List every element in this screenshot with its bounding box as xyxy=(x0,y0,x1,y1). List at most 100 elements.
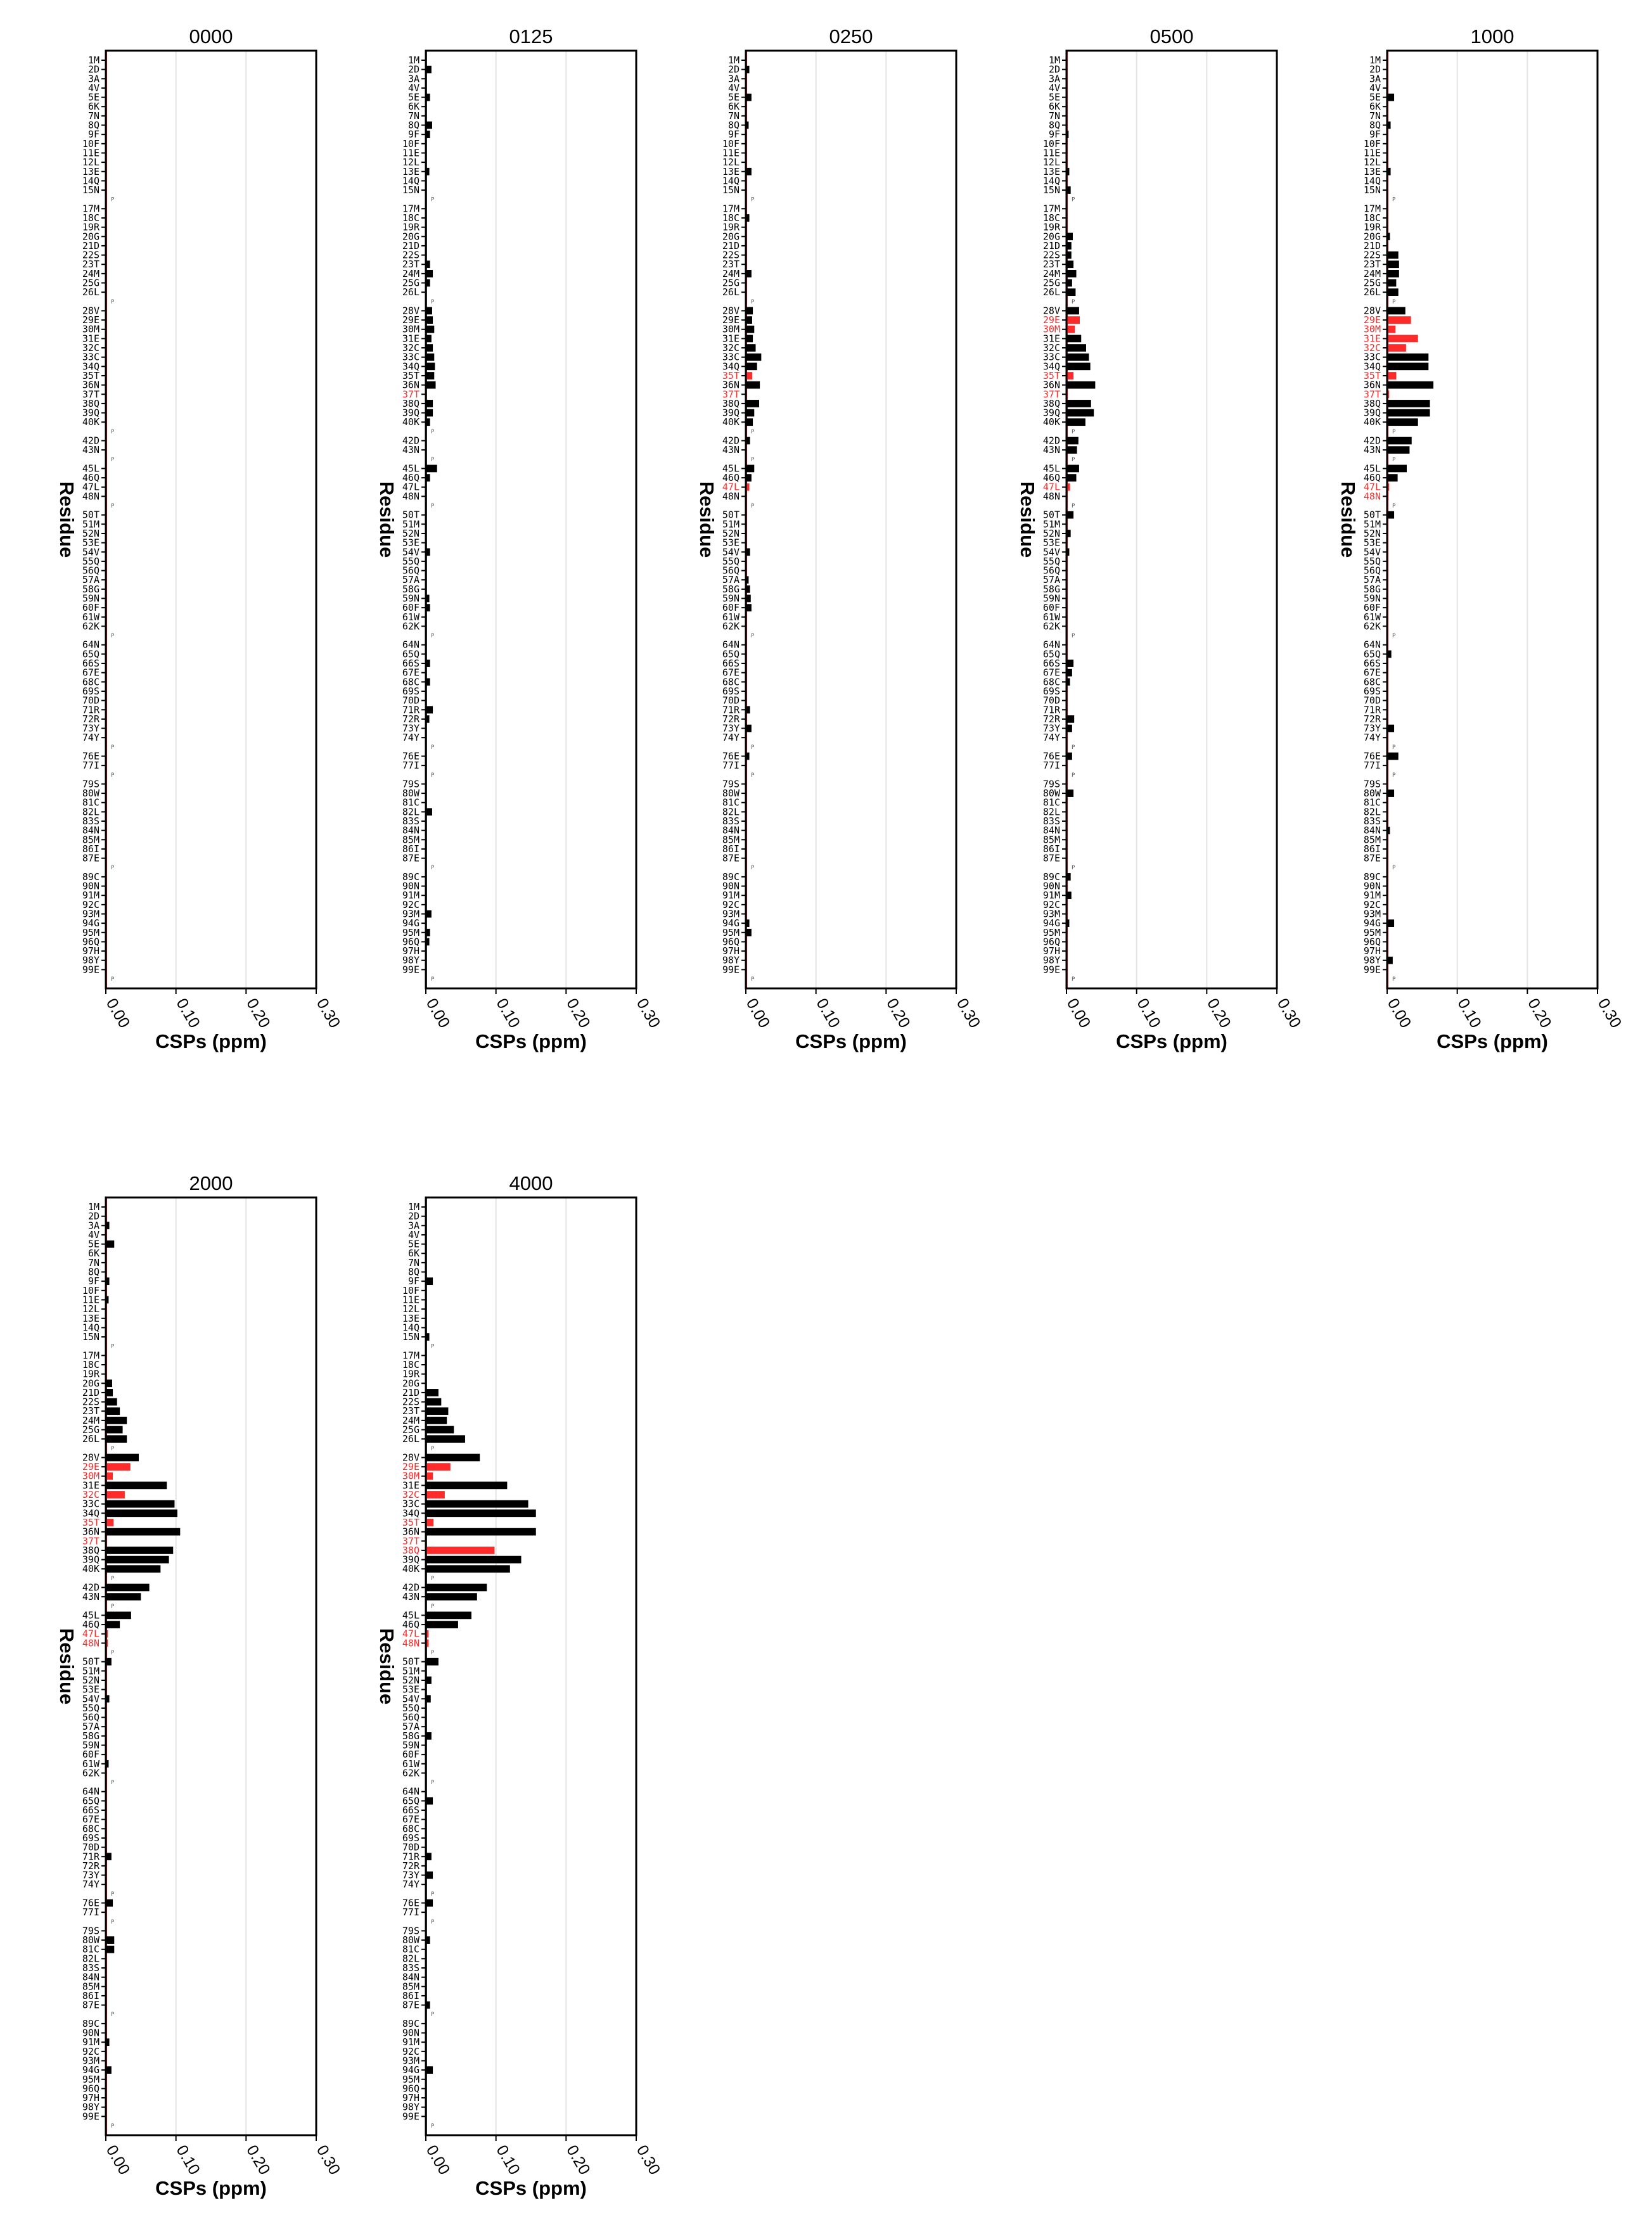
residue-label: 86I xyxy=(722,843,740,855)
bar-42D xyxy=(426,1583,487,1592)
residue-label: 2D xyxy=(728,64,740,75)
residue-label: 20G xyxy=(1364,231,1381,242)
bar-5E xyxy=(746,93,752,101)
bar-50T xyxy=(106,1657,112,1666)
residue-label: 53E xyxy=(82,1684,99,1695)
residue-label: 52N xyxy=(722,528,740,539)
residue-label: 38Q xyxy=(1364,398,1381,409)
residue-label: 22S xyxy=(402,250,419,261)
residue-label: 22S xyxy=(1364,250,1381,261)
residue-label: 66S xyxy=(82,658,99,669)
bar-9F xyxy=(426,1277,433,1286)
residue-label: 70D xyxy=(82,695,99,706)
residue-label: 65Q xyxy=(82,1795,99,1806)
residue-label: 53E xyxy=(722,537,740,549)
residue-label: 31E xyxy=(82,333,99,344)
residue-label: 92C xyxy=(722,899,740,910)
residue-label: 62K xyxy=(82,1767,99,1778)
residue-label: 70D xyxy=(1364,695,1381,706)
x-axis-label: CSPs (ppm) xyxy=(475,1030,587,1052)
residue-label: 4V xyxy=(1369,82,1381,94)
residue-label: 94G xyxy=(82,2064,99,2076)
residue-label: 86I xyxy=(402,843,419,855)
residue-label: 90N xyxy=(82,2027,99,2039)
bar-33C xyxy=(1387,353,1429,361)
residue-label: 67E xyxy=(1364,667,1381,679)
residue-label: 2D xyxy=(88,64,99,75)
residue-label: 86I xyxy=(82,843,99,855)
residue-label: 79S xyxy=(722,778,740,789)
residue-label: 83S xyxy=(1364,815,1381,827)
bar-96Q xyxy=(426,938,430,946)
residue-label: 43N xyxy=(402,1591,419,1602)
residue-label: 79S xyxy=(1364,778,1381,789)
residue-label: 65Q xyxy=(722,648,740,660)
bar-72R xyxy=(426,715,430,723)
residue-label: 7N xyxy=(1369,110,1381,122)
residue-label: 47L xyxy=(82,1628,99,1640)
residue-label: 22S xyxy=(402,1396,419,1408)
residue-label: 92C xyxy=(82,2046,99,2057)
residue-label: 60F xyxy=(402,1749,419,1760)
residue-label: 37T xyxy=(82,388,99,400)
proline-marker: P xyxy=(111,1446,115,1452)
residue-label: 55Q xyxy=(82,556,99,567)
residue-label: 3A xyxy=(1049,73,1060,84)
residue-label: 43N xyxy=(82,444,99,456)
residue-label: 35T xyxy=(402,1517,419,1528)
residue-label: 47L xyxy=(82,482,99,493)
x-tick-label: 0.20 xyxy=(563,2142,594,2178)
bar-76E xyxy=(1387,752,1399,760)
residue-label: 21D xyxy=(82,240,99,252)
residue-label: 34Q xyxy=(402,1507,419,1519)
residue-label: 57A xyxy=(82,1721,99,1732)
bar-66S xyxy=(426,660,430,667)
residue-label: 47L xyxy=(1364,482,1381,493)
residue-label: 28V xyxy=(402,305,419,316)
x-tick-label: 0.20 xyxy=(883,995,914,1031)
bar-25G xyxy=(426,279,430,287)
x-tick-label: 0.20 xyxy=(243,995,274,1031)
residue-label: 35T xyxy=(1364,370,1381,381)
bar-39Q xyxy=(746,409,755,417)
residue-label: 59N xyxy=(82,592,99,604)
plot-frame xyxy=(425,1196,637,2136)
residue-label: 99E xyxy=(722,964,740,975)
residue-label: 20G xyxy=(1043,231,1060,242)
residue-label: 64N xyxy=(402,639,419,651)
x-tick-label: 0.10 xyxy=(492,2142,523,2178)
x-tick-label: 0.20 xyxy=(1203,995,1234,1031)
residue-label: 54V xyxy=(722,546,740,558)
proline-marker: P xyxy=(1072,429,1075,435)
residue-label: 33C xyxy=(402,1498,419,1510)
bar-28V xyxy=(1387,307,1405,315)
proline-marker: P xyxy=(111,744,115,751)
residue-label: 80W xyxy=(82,788,100,799)
residue-label: 45L xyxy=(82,1609,99,1621)
bar-46Q xyxy=(1387,474,1398,482)
proline-marker: P xyxy=(1072,865,1075,871)
bar-80W xyxy=(1387,789,1395,797)
residue-label: 61W xyxy=(1364,611,1381,623)
bar-29E xyxy=(426,1463,451,1471)
bar-26L xyxy=(426,1435,465,1443)
residue-label: 60F xyxy=(82,1749,99,1760)
residue-label: 50T xyxy=(82,1656,99,1668)
residue-label: 59N xyxy=(722,592,740,604)
residue-label: 80W xyxy=(82,1934,100,1946)
residue-label: 79S xyxy=(82,778,99,789)
residue-label: 71R xyxy=(402,704,420,715)
y-axis-label: Residue xyxy=(1016,482,1039,558)
residue-label: 17M xyxy=(82,1350,99,1361)
residue-label: 18C xyxy=(82,212,99,224)
residue-label: 15N xyxy=(82,184,99,196)
residue-label: 38Q xyxy=(722,398,740,409)
residue-label: 6K xyxy=(728,101,740,112)
bar-33C xyxy=(106,1500,175,1508)
residue-label: 12L xyxy=(722,156,740,168)
residue-label: 34Q xyxy=(722,361,740,372)
bar-48N xyxy=(426,1639,429,1647)
proline-marker: P xyxy=(111,1919,115,1925)
bar-65Q xyxy=(1387,650,1392,658)
